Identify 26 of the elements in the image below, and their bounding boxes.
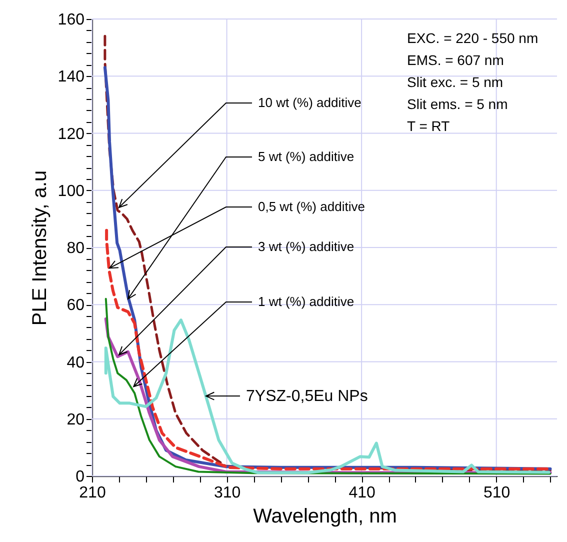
y-tick-label: 40: [66, 354, 85, 372]
annotation: EMS. = 607 nm: [407, 52, 504, 68]
y-axis-title: PLE Intensity, a.u: [28, 170, 51, 326]
annotation: 7YSZ-0,5Eu NPs: [246, 388, 368, 405]
y-tick-label: 140: [58, 68, 85, 86]
annotation: T = RT: [407, 118, 450, 134]
y-tick-label: 100: [58, 182, 85, 200]
x-tick-label: 510: [483, 484, 510, 502]
annotation: Slit ems. = 5 nm: [407, 96, 508, 112]
annotation: 5 wt (%) additive: [258, 149, 354, 164]
annotation: 1 wt (%) additive: [258, 294, 354, 309]
y-tick-label: 60: [66, 297, 85, 314]
y-tick-label: 120: [58, 126, 85, 143]
y-tick-label: 160: [58, 12, 85, 28]
x-axis-title: Wavelength, nm: [253, 506, 397, 528]
annotation: 3 wt (%) additive: [258, 239, 354, 254]
y-tick-label: 20: [66, 411, 85, 428]
x-tick-label: 310: [214, 484, 241, 502]
annotation: Slit exc. = 5 nm: [407, 74, 504, 90]
annotation: 10 wt (%) additive: [258, 95, 362, 110]
annotation: EXC. = 220 - 550 nm: [407, 30, 538, 46]
x-tick-label: 410: [348, 484, 376, 502]
annotation: 0,5 wt (%) additive: [258, 199, 365, 214]
x-tick-label: 210: [79, 484, 106, 502]
y-tick-label: 80: [66, 240, 85, 257]
y-tick-label: 0: [76, 468, 85, 486]
